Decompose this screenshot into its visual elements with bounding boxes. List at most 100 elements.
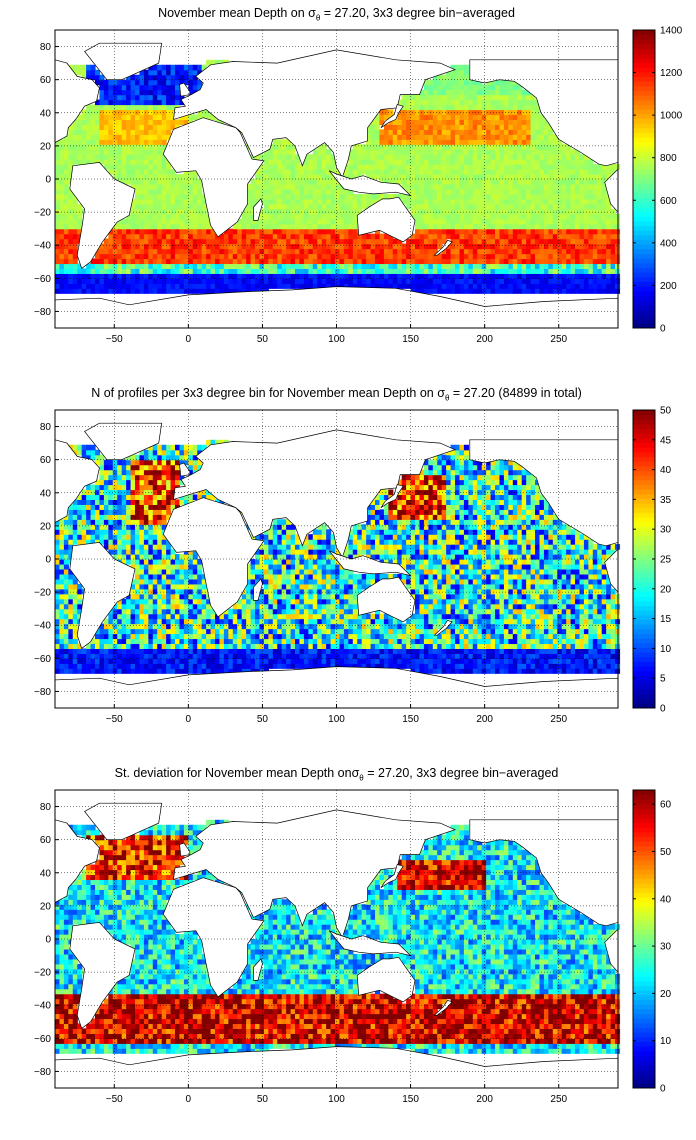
data-cell: [192, 648, 198, 654]
data-cell: [143, 648, 149, 654]
data-cell: [108, 253, 114, 260]
data-cell: [588, 658, 594, 664]
data-cell: [397, 248, 403, 255]
data-cell: [521, 258, 527, 265]
data-cell: [437, 243, 443, 250]
data-cell: [281, 203, 287, 210]
data-cell: [592, 193, 598, 200]
data-cell: [72, 228, 78, 235]
data-cell: [423, 663, 429, 669]
data-cell: [312, 263, 318, 269]
data-cell: [68, 223, 74, 230]
data-cell: [161, 268, 167, 274]
data-cell: [308, 258, 314, 265]
data-cell: [312, 159, 318, 165]
data-cell: [450, 139, 456, 145]
data-cell: [508, 258, 514, 265]
data-cell: [472, 94, 478, 101]
data-cell: [423, 648, 429, 654]
colorbar-step: [633, 151, 655, 157]
data-cell: [521, 668, 527, 674]
data-cell: [503, 169, 509, 175]
data-cell: [437, 238, 443, 245]
data-cell: [490, 233, 496, 240]
data-cell: [521, 164, 527, 170]
data-cell: [521, 243, 527, 250]
data-cell: [179, 99, 185, 106]
data-cell: [161, 228, 167, 235]
data-cell: [481, 283, 487, 289]
data-cell: [237, 273, 243, 279]
data-cell: [121, 658, 127, 664]
data-cell: [548, 144, 554, 150]
data-cell: [179, 213, 185, 220]
data-cell: [321, 268, 327, 274]
data-cell: [308, 253, 314, 260]
data-cell: [579, 268, 585, 274]
data-cell: [179, 283, 185, 289]
data-cell: [477, 253, 483, 260]
data-cell: [68, 208, 74, 215]
data-cell: [259, 658, 265, 664]
data-cell: [259, 283, 265, 289]
data-cell: [143, 253, 149, 260]
data-cell: [143, 119, 149, 125]
data-cell: [268, 648, 274, 654]
data-cell: [375, 253, 381, 260]
data-cell: [530, 94, 536, 101]
data-cell: [103, 658, 109, 664]
data-cell: [428, 278, 434, 284]
data-cell: [241, 268, 247, 274]
data-cell: [352, 198, 358, 205]
data-cell: [210, 288, 216, 294]
data-cell: [223, 658, 229, 664]
data-cell: [215, 238, 221, 245]
data-cell: [530, 164, 536, 170]
data-cell: [95, 253, 101, 260]
data-cell: [583, 188, 589, 195]
data-cell: [486, 268, 492, 274]
data-cell: [112, 119, 118, 125]
data-cell: [63, 213, 69, 220]
data-cell: [375, 248, 381, 255]
data-cell: [357, 638, 363, 645]
coastline-australia: [356, 196, 416, 243]
data-cell: [259, 154, 265, 160]
data-cell: [583, 648, 589, 654]
data-cell: [335, 258, 341, 265]
data-cell: [55, 179, 61, 185]
data-cell: [121, 99, 127, 106]
data-cell: [406, 114, 412, 120]
data-cell: [95, 248, 101, 255]
data-cell: [579, 228, 585, 235]
data-cell: [192, 638, 198, 645]
grid: [55, 30, 618, 328]
data-cell: [517, 89, 523, 96]
data-cell: [59, 198, 65, 205]
data-cell: [312, 174, 318, 180]
data-cell: [446, 144, 452, 150]
data-cell: [112, 114, 118, 120]
data-cell: [535, 658, 541, 664]
data-cell: [95, 653, 101, 659]
data-cell: [59, 183, 65, 190]
data-cell: [539, 228, 545, 235]
data-cell: [290, 144, 296, 150]
data-cell: [357, 233, 363, 240]
data-cell: [370, 653, 376, 659]
data-cell: [375, 243, 381, 250]
data-cell: [223, 663, 229, 669]
data-cell: [517, 174, 523, 180]
data-cell: [188, 278, 194, 284]
data-cell: [410, 243, 416, 250]
data-cell: [170, 258, 176, 265]
data-cell: [126, 233, 132, 240]
data-cell: [161, 114, 167, 120]
data-cell: [68, 218, 74, 225]
data-cell: [406, 243, 412, 250]
data-cell: [579, 213, 585, 220]
data-cell: [575, 188, 581, 195]
data-cell: [63, 174, 69, 180]
data-cell: [517, 248, 523, 255]
data-cell: [86, 104, 92, 111]
